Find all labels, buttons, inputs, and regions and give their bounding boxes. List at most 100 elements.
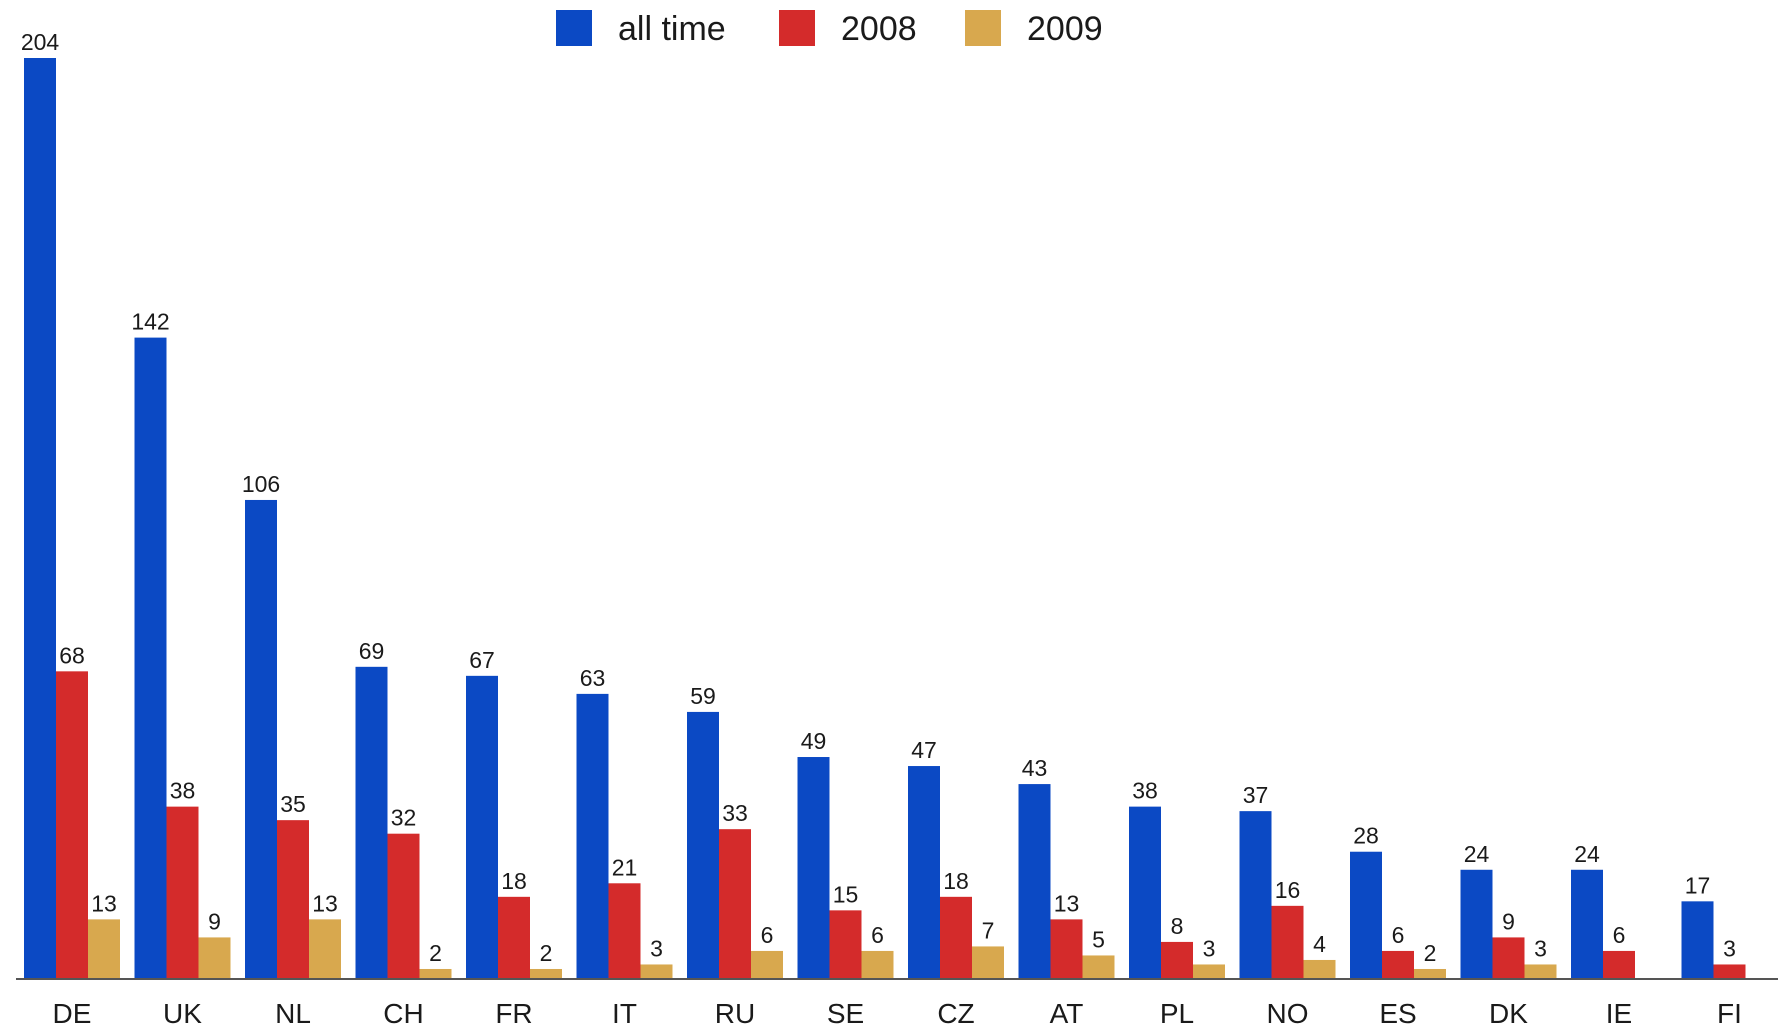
bar-fi-all-time: [1681, 901, 1714, 978]
value-label: 63: [580, 665, 606, 691]
value-label: 13: [1054, 890, 1080, 916]
bar-fi-2008: [1713, 964, 1746, 978]
value-label: 9: [208, 908, 221, 934]
bar-dk-2008: [1492, 937, 1525, 978]
bar-nl-2009: [309, 919, 341, 978]
value-label: 21: [612, 854, 638, 880]
legend-label: 2009: [1027, 10, 1103, 48]
x-axis-ticks: DE UK NL CH FR IT RU SE CZ AT PL NO ES DK IE FI: [53, 998, 1742, 1029]
bar-cz-2009: [972, 946, 1004, 978]
bar-uk-2009: [198, 937, 231, 978]
value-label: 6: [871, 922, 884, 948]
value-label: 3: [1203, 935, 1216, 961]
value-label: 28: [1353, 823, 1379, 849]
legend: all time 2008 2009: [556, 10, 1103, 48]
value-label: 13: [312, 890, 338, 916]
bar-de-all-time: [24, 58, 56, 978]
x-tick-label: DK: [1489, 998, 1528, 1029]
bar-es-all-time: [1350, 851, 1382, 978]
value-label: 204: [21, 29, 60, 55]
bar-fr-2009: [530, 968, 562, 978]
value-label: 8: [1171, 913, 1184, 939]
x-tick-label: FI: [1717, 998, 1742, 1029]
x-tick-label: NL: [275, 998, 311, 1029]
bar-nl-all-time: [245, 499, 277, 978]
bar-ru-all-time: [687, 711, 719, 978]
value-label: 106: [242, 471, 280, 497]
value-label: 16: [1275, 877, 1301, 903]
bar-uk-2008: [166, 806, 199, 978]
value-label: 3: [1723, 935, 1736, 961]
bar-uk-all-time: [134, 337, 167, 978]
x-tick-label: FR: [495, 998, 532, 1029]
x-tick-label: NO: [1267, 998, 1309, 1029]
value-label: 2: [540, 940, 553, 966]
value-label: 32: [391, 805, 417, 831]
x-tick-label: AT: [1050, 998, 1084, 1029]
x-tick-label: IE: [1606, 998, 1632, 1029]
value-labels: 2046813142389106351369322671826321359336…: [21, 29, 1736, 966]
bar-pl-2009: [1193, 964, 1225, 978]
bar-ie-2008: [1603, 950, 1635, 978]
bar-es-2008: [1382, 950, 1414, 978]
bar-dk-all-time: [1460, 869, 1493, 978]
value-label: 37: [1243, 782, 1269, 808]
value-label: 142: [131, 309, 169, 335]
value-label: 67: [469, 647, 495, 673]
value-label: 6: [1613, 922, 1626, 948]
bar-ru-2008: [719, 829, 751, 978]
bar-fr-all-time: [466, 675, 498, 978]
bar-de-2009: [88, 919, 120, 978]
legend-label: all time: [618, 10, 726, 48]
bar-it-2009: [640, 964, 673, 978]
value-label: 2: [1424, 940, 1437, 966]
x-tick-label: IT: [612, 998, 637, 1029]
value-label: 47: [911, 737, 937, 763]
value-label: 9: [1502, 908, 1515, 934]
bar-de-2008: [56, 671, 88, 978]
value-label: 4: [1313, 931, 1326, 957]
value-label: 6: [761, 922, 774, 948]
legend-swatch: [556, 10, 592, 46]
bar-at-2008: [1050, 919, 1083, 978]
bar-ie-all-time: [1571, 869, 1603, 978]
value-label: 15: [833, 881, 859, 907]
legend-swatch: [779, 10, 815, 46]
x-tick-label: PL: [1160, 998, 1194, 1029]
value-label: 5: [1092, 926, 1105, 952]
bar-ru-2009: [751, 950, 783, 978]
bar-ch-all-time: [355, 666, 388, 978]
bar-at-all-time: [1018, 784, 1051, 978]
value-label: 24: [1574, 841, 1600, 867]
value-label: 49: [801, 728, 827, 754]
value-label: 24: [1464, 841, 1490, 867]
x-tick-label: SE: [827, 998, 864, 1029]
legend-swatch: [965, 10, 1001, 46]
x-tick-label: CZ: [937, 998, 974, 1029]
bar-cz-2008: [940, 896, 972, 978]
bar-fr-2008: [498, 896, 530, 978]
legend-label: 2008: [841, 10, 917, 48]
x-tick-label: DE: [53, 998, 92, 1029]
value-label: 18: [501, 868, 527, 894]
bar-cz-all-time: [908, 766, 940, 978]
x-tick-label: CH: [383, 998, 423, 1029]
bar-ch-2008: [387, 833, 420, 978]
value-label: 13: [91, 890, 117, 916]
value-label: 35: [280, 791, 306, 817]
value-label: 6: [1392, 922, 1405, 948]
bar-no-2008: [1271, 905, 1304, 978]
bar-se-2008: [829, 910, 862, 978]
bar-nl-2008: [277, 820, 309, 978]
value-label: 3: [1534, 935, 1547, 961]
bar-it-2008: [608, 883, 641, 978]
bar-no-all-time: [1239, 811, 1272, 978]
bar-es-2009: [1414, 968, 1446, 978]
value-label: 59: [690, 683, 716, 709]
value-label: 69: [359, 638, 385, 664]
value-label: 38: [170, 778, 196, 804]
value-label: 18: [943, 868, 969, 894]
value-label: 43: [1022, 755, 1048, 781]
value-label: 33: [722, 800, 748, 826]
